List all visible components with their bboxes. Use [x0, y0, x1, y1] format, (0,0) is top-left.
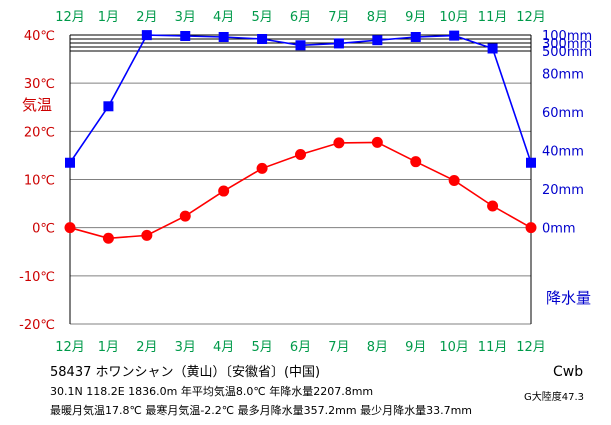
temperature-tick-label: 20℃ — [24, 125, 55, 140]
month-label: 11月 — [478, 340, 508, 355]
precipitation-point — [218, 32, 229, 42]
precipitation-point — [65, 157, 75, 168]
precipitation-point — [449, 30, 460, 41]
temperature-point — [487, 200, 499, 212]
temperature-tick-label: 30℃ — [24, 77, 55, 92]
temperature-tick-labels: 40℃ 30℃ 20℃ 10℃ 0℃ -10℃ -20℃ — [19, 29, 55, 333]
precipitation-point — [141, 30, 152, 41]
precipitation-point — [257, 34, 268, 44]
temperature-tick-label: -10℃ — [19, 270, 55, 285]
temperature-point — [256, 162, 268, 174]
month-label: 3月 — [175, 10, 196, 25]
month-label: 9月 — [405, 340, 426, 355]
month-label: 2月 — [136, 340, 157, 355]
month-label: 8月 — [367, 340, 388, 355]
temperature-tick-label: 0℃ — [32, 222, 55, 237]
station-extremes: 最暖月気温17.8℃ 最寒月気温-2.2℃ 最多月降水量357.2mm 最少月降… — [50, 404, 472, 417]
temperature-point — [333, 137, 345, 149]
month-label: 12月 — [55, 340, 85, 355]
precipitation-point — [487, 43, 498, 54]
precipitation-series — [65, 30, 536, 168]
precipitation-tick-label: 80mm — [542, 68, 584, 83]
precipitation-tick-label: 500mm — [542, 45, 592, 60]
temperature-point — [371, 136, 383, 148]
precipitation-tick-label: 40mm — [542, 145, 584, 160]
month-label: 7月 — [328, 10, 349, 25]
month-label: 1月 — [98, 340, 119, 355]
temperature-point — [64, 222, 76, 234]
station-title: 58437 ホワンシャン（黄山）〔安徽省〕(中国) — [50, 365, 321, 380]
temperature-point — [410, 156, 422, 168]
temperature-tick-label: 40℃ — [24, 29, 55, 44]
temperature-tick-label: -20℃ — [19, 318, 55, 333]
precipitation-line — [69, 34, 532, 164]
precipitation-point — [333, 38, 344, 49]
temperature-point — [179, 210, 191, 222]
month-label: 9月 — [405, 10, 426, 25]
month-label: 2月 — [136, 10, 157, 25]
month-label: 5月 — [251, 10, 272, 25]
temperature-point — [295, 148, 306, 160]
month-label: 1月 — [98, 10, 119, 25]
precipitation-tick-label: 0mm — [542, 222, 576, 237]
month-label: 4月 — [213, 10, 234, 25]
precipitation-tick-label: 300mm — [542, 37, 592, 52]
precipitation-tick-label: 100mm — [542, 29, 592, 44]
precipitation-axis-label: 降水量 — [546, 289, 591, 307]
temperature-tick-label: 10℃ — [24, 174, 55, 189]
chart-axes — [69, 35, 532, 324]
precipitation-point — [180, 31, 191, 41]
month-label: 7月 — [328, 340, 349, 355]
month-label: 11月 — [478, 10, 508, 25]
precipitation-point — [526, 157, 536, 168]
month-label: 5月 — [251, 340, 272, 355]
precipitation-point — [372, 35, 383, 46]
temperature-point — [141, 229, 153, 241]
temperature-point — [448, 174, 460, 186]
month-label: 8月 — [367, 10, 388, 25]
month-label: 3月 — [175, 340, 196, 355]
climate-code: Cwb — [553, 364, 584, 380]
precipitation-tick-label: 60mm — [542, 106, 584, 121]
month-label: 4月 — [213, 340, 234, 355]
temperature-point — [102, 232, 114, 244]
grid-lines — [70, 34, 531, 325]
month-label: 10月 — [439, 340, 469, 355]
precipitation-point — [103, 101, 114, 112]
month-label: 12月 — [516, 340, 546, 355]
month-label: 6月 — [290, 10, 311, 25]
month-label: 12月 — [55, 10, 85, 25]
month-label: 10月 — [439, 10, 469, 25]
month-label: 6月 — [290, 340, 311, 355]
temperature-point — [525, 222, 537, 234]
temperature-axis-label: 気温 — [22, 96, 52, 114]
temperature-series — [64, 136, 537, 244]
continentality-index: G大陸度47.3 — [524, 392, 585, 403]
temperature-point — [218, 185, 230, 197]
station-coords: 30.1N 118.2E 1836.0m 年平均気温8.0℃ 年降水量2207.… — [50, 385, 374, 398]
precipitation-tick-label: 20mm — [542, 183, 584, 198]
month-labels-bottom: 12月 1月 2月 3月 4月 5月 6月 7月 8月 9月 10月 11月 12月 — [55, 340, 546, 355]
month-labels-top: 12月 1月 2月 3月 4月 5月 6月 7月 8月 9月 10月 11月 12月 — [55, 10, 546, 25]
precipitation-point — [295, 40, 306, 51]
month-label: 12月 — [516, 10, 546, 25]
precipitation-point — [410, 32, 421, 42]
